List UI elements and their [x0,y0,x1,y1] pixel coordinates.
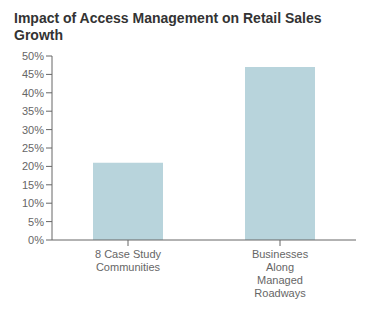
svg-text:25%: 25% [22,142,44,154]
svg-text:50%: 50% [22,50,44,62]
svg-text:10%: 10% [22,197,44,209]
svg-text:45%: 45% [22,68,44,80]
svg-text:35%: 35% [22,105,44,117]
html-text:Impact of Access Management on: Impact of Access Management on Retail Sa… [14,10,322,43]
svg-text:8 Case StudyCommunities: 8 Case StudyCommunities [95,248,162,273]
svg-text:30%: 30% [22,124,44,136]
svg-text:BusinessesAlongManagedRoadways: BusinessesAlongManagedRoadways [252,248,309,299]
svg-text:20%: 20% [22,160,44,172]
svg-text:5%: 5% [28,216,44,228]
svg-text:0%: 0% [28,234,44,246]
svg-text:40%: 40% [22,87,44,99]
svg-text:15%: 15% [22,179,44,191]
